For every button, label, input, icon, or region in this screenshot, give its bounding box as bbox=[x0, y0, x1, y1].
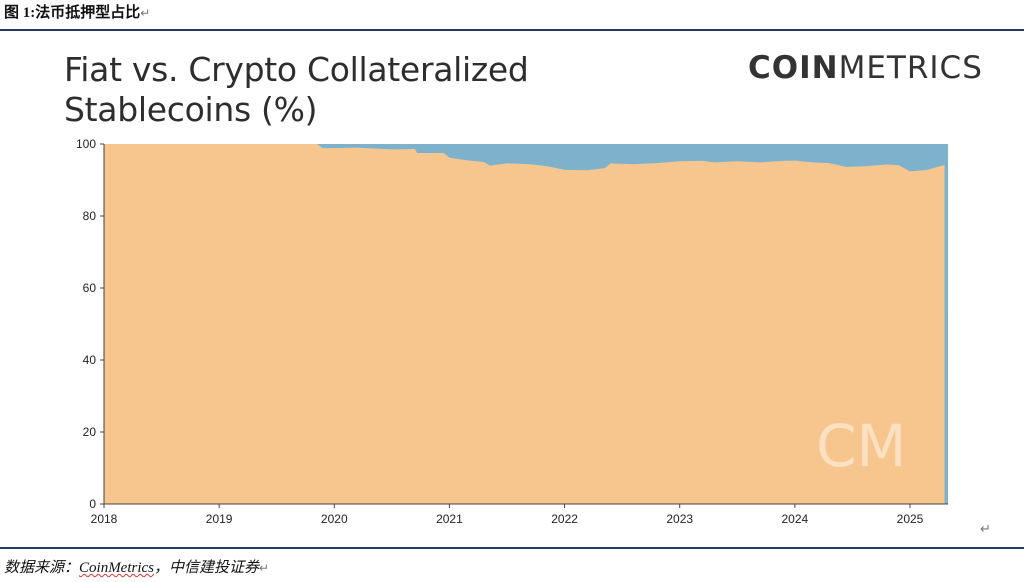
x-tick-label: 2023 bbox=[666, 512, 693, 526]
coinmetrics-logo: COINMETRICS bbox=[748, 50, 983, 86]
x-tick-label: 2019 bbox=[206, 512, 233, 526]
y-tick-label: 0 bbox=[89, 497, 96, 511]
y-tick-label: 40 bbox=[83, 353, 97, 367]
plot-area bbox=[104, 144, 948, 504]
chart-title: Fiat vs. Crypto Collateralized Stablecoi… bbox=[64, 50, 529, 130]
stacked-area-chart: CM 0 20 40 60 80 100 2018 2019 2020 2021 2022 2023… bbox=[76, 137, 948, 526]
source-name: CoinMetrics bbox=[79, 560, 155, 576]
logo-word-light: METRICS bbox=[838, 50, 983, 86]
figure-caption: 图 1:法币抵押型占比↵ bbox=[4, 5, 151, 21]
bottom-rule bbox=[0, 547, 1024, 549]
y-tick-label: 100 bbox=[76, 137, 96, 151]
data-source: 数据来源：CoinMetrics，中信建投证券↵ bbox=[4, 560, 270, 576]
y-tick-label: 20 bbox=[83, 425, 97, 439]
top-rule bbox=[0, 29, 1024, 31]
x-tick-label: 2018 bbox=[91, 512, 118, 526]
x-tick-label: 2020 bbox=[321, 512, 348, 526]
x-axis: 2018 2019 2020 2021 2022 2023 2024 2025 bbox=[91, 503, 948, 526]
chart-title-line1: Fiat vs. Crypto Collateralized bbox=[64, 50, 529, 89]
y-tick-label: 80 bbox=[83, 209, 97, 223]
logo-word-bold: COIN bbox=[748, 50, 839, 86]
fiat-collateralized-area bbox=[104, 144, 945, 504]
y-tick-label: 60 bbox=[83, 281, 97, 295]
watermark-logo: CM bbox=[816, 412, 907, 480]
x-tick-label: 2025 bbox=[897, 512, 924, 526]
y-axis: 0 20 40 60 80 100 bbox=[76, 137, 105, 511]
x-tick-label: 2024 bbox=[782, 512, 809, 526]
x-tick-label: 2022 bbox=[551, 512, 578, 526]
chart-title-line2: Stablecoins (%) bbox=[64, 90, 318, 129]
x-tick-label: 2021 bbox=[436, 512, 463, 526]
paragraph-mark-icon: ↵ bbox=[980, 522, 991, 537]
